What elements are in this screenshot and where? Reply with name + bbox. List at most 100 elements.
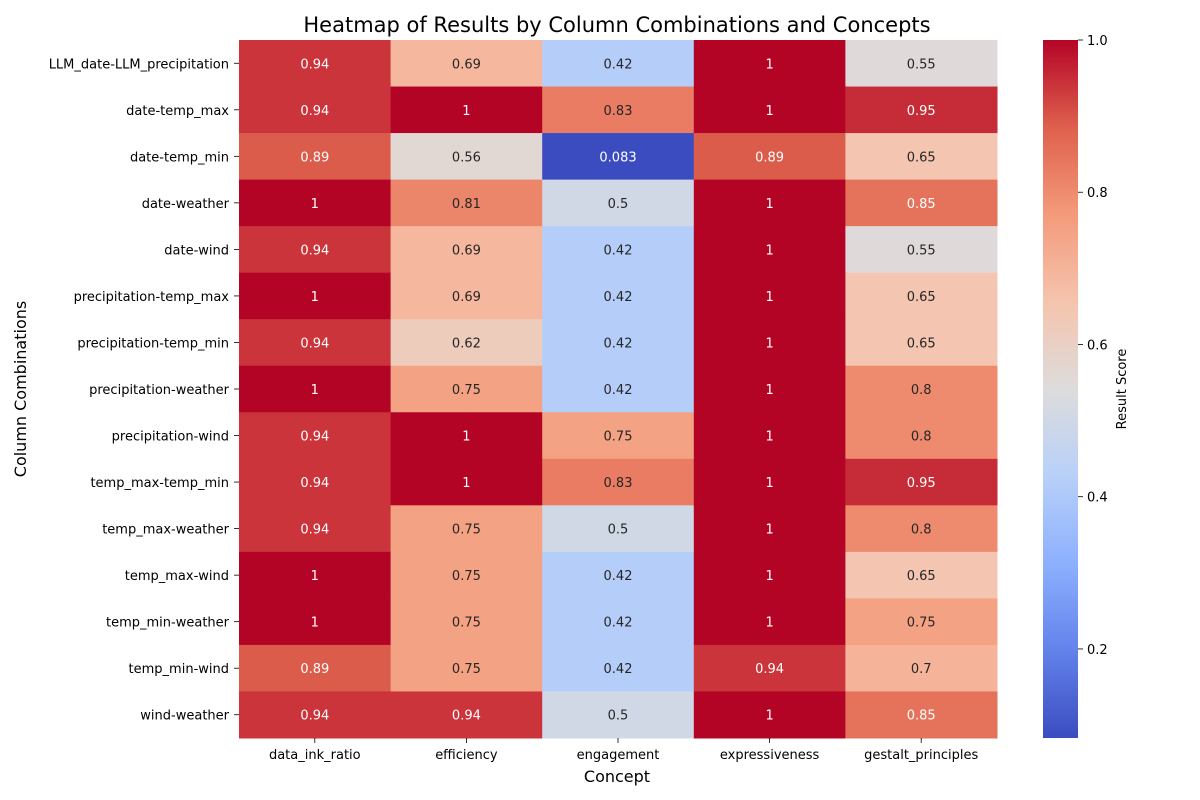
cell-value-label: 0.75 xyxy=(907,616,936,631)
cell-value-label: 1 xyxy=(765,569,773,584)
cell-value-label: 0.83 xyxy=(604,104,633,119)
cell-value-label: 1 xyxy=(765,616,773,631)
heatmap-cell xyxy=(390,458,543,506)
cell-value-label: 0.42 xyxy=(604,662,633,677)
y-tick-label: date-weather xyxy=(142,197,230,212)
heatmap-cell xyxy=(390,505,543,553)
cell-value-label: 1 xyxy=(765,243,773,258)
heatmap-cell xyxy=(845,458,998,506)
y-tick-label: wind-weather xyxy=(140,709,229,724)
heatmap-cell xyxy=(693,319,846,367)
cell-value-label: 1 xyxy=(765,57,773,72)
cell-value-label: 0.65 xyxy=(907,336,936,351)
heatmap-cell xyxy=(239,133,392,181)
cell-value-label: 1 xyxy=(765,476,773,491)
heatmap-cell xyxy=(390,86,543,134)
heatmap-cells xyxy=(239,40,998,739)
heatmap-cell xyxy=(542,179,695,227)
heatmap-cell xyxy=(693,644,846,692)
y-tick-label: temp_max-wind xyxy=(125,569,229,584)
x-tick-label: gestalt_principles xyxy=(864,748,978,763)
cell-value-label: 0.94 xyxy=(300,336,329,351)
heatmap-cell xyxy=(542,319,695,367)
cell-value-label: 0.75 xyxy=(452,569,481,584)
colorbar-ticks: 0.2 0.4 0.6 0.8 1.0 xyxy=(1078,34,1108,658)
cell-value-label: 0.94 xyxy=(300,243,329,258)
x-axis-label: Concept xyxy=(584,767,650,786)
cell-value-label: 1 xyxy=(462,430,470,445)
cell-value-label: 0.42 xyxy=(604,616,633,631)
heatmap-cell xyxy=(845,598,998,646)
cell-value-label: 0.65 xyxy=(907,290,936,305)
heatmap-cell xyxy=(845,505,998,553)
cell-value-label: 1 xyxy=(765,197,773,212)
cell-value-label: 0.75 xyxy=(452,383,481,398)
heatmap-cell xyxy=(542,272,695,320)
heatmap-cell xyxy=(693,551,846,599)
cell-value-label: 0.5 xyxy=(608,197,629,212)
cell-value-label: 0.95 xyxy=(907,476,936,491)
cell-value-label: 0.56 xyxy=(452,150,481,165)
cell-value-label: 1 xyxy=(765,104,773,119)
y-tick-label: temp_max-weather xyxy=(102,523,229,538)
cell-value-label: 1 xyxy=(765,336,773,351)
cell-value-label: 0.94 xyxy=(300,523,329,538)
cell-value-label: 0.94 xyxy=(755,662,784,677)
heatmap-cell xyxy=(542,505,695,553)
heatmap-cell xyxy=(542,133,695,181)
heatmap-cell xyxy=(239,272,392,320)
heatmap-cell xyxy=(239,551,392,599)
cell-value-label: 0.89 xyxy=(755,150,784,165)
cell-value-label: 0.94 xyxy=(452,709,481,724)
cell-value-label: 0.94 xyxy=(300,430,329,445)
cell-value-label: 1 xyxy=(765,383,773,398)
x-tick-label: efficiency xyxy=(435,748,498,763)
heatmap-cell xyxy=(239,319,392,367)
heatmap-cell xyxy=(239,412,392,460)
heatmap-cell xyxy=(693,691,846,739)
cell-value-label: 0.69 xyxy=(452,243,481,258)
heatmap-cell xyxy=(845,644,998,692)
y-tick-label: date-temp_min xyxy=(130,150,229,165)
y-tick-label: LLM_date-LLM_precipitation xyxy=(49,57,229,72)
heatmap-cell xyxy=(542,644,695,692)
colorbar-tick-label: 0.6 xyxy=(1087,338,1108,353)
heatmap-cell xyxy=(845,551,998,599)
heatmap-cell xyxy=(390,691,543,739)
colorbar-tick-label: 1.0 xyxy=(1087,34,1108,49)
cell-value-label: 0.81 xyxy=(452,197,481,212)
cell-value-label: 0.89 xyxy=(300,662,329,677)
heatmap-cell xyxy=(845,365,998,413)
y-tick-label: precipitation-temp_min xyxy=(77,336,229,351)
y-tick-label: temp_max-temp_min xyxy=(90,476,229,491)
cell-value-label: 0.75 xyxy=(452,662,481,677)
cell-value-label: 1 xyxy=(462,476,470,491)
cell-value-label: 1 xyxy=(462,104,470,119)
heatmap-cell xyxy=(542,40,695,88)
cell-value-label: 0.8 xyxy=(911,523,932,538)
heatmap-cell xyxy=(239,179,392,227)
cell-value-label: 0.83 xyxy=(604,476,633,491)
heatmap-cell xyxy=(542,365,695,413)
cell-value-label: 0.94 xyxy=(300,57,329,72)
heatmap-cell xyxy=(693,598,846,646)
cell-value-label: 0.65 xyxy=(907,569,936,584)
heatmap-cell xyxy=(390,133,543,181)
cell-value-label: 0.69 xyxy=(452,290,481,305)
heatmap-cell xyxy=(390,40,543,88)
cell-value-label: 0.75 xyxy=(452,616,481,631)
y-axis-ticks: LLM_date-LLM_precipitation date-temp_maxd… xyxy=(49,57,239,724)
heatmap-cell xyxy=(693,179,846,227)
heatmap-cell xyxy=(693,133,846,181)
cell-value-label: 0.69 xyxy=(452,57,481,72)
cell-value-label: 1 xyxy=(765,523,773,538)
cell-value-label: 0.7 xyxy=(911,662,932,677)
heatmap-cell xyxy=(239,365,392,413)
y-tick-label: precipitation-weather xyxy=(89,383,230,398)
cell-value-label: 0.8 xyxy=(911,430,932,445)
cell-value-label: 0.55 xyxy=(907,243,936,258)
cell-value-label: 1 xyxy=(311,569,319,584)
y-tick-label: temp_min-wind xyxy=(129,662,229,677)
heatmap-cell xyxy=(693,226,846,274)
heatmap-cell xyxy=(693,365,846,413)
